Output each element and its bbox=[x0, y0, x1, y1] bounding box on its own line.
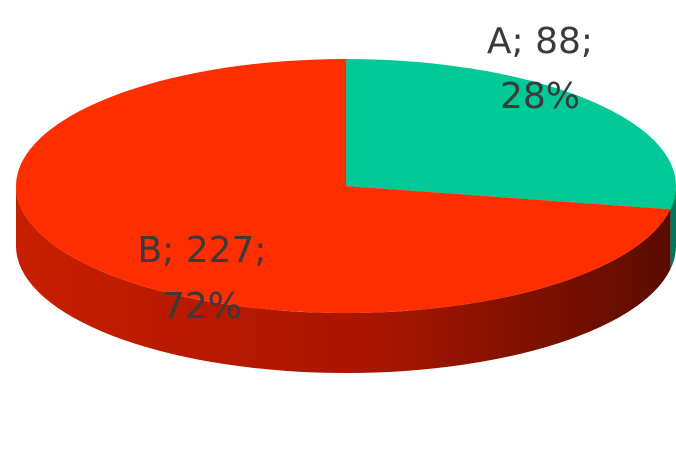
pie-tops bbox=[15, 59, 676, 314]
pie-sides bbox=[16, 186, 676, 374]
slice-a-label-line1: A; 88; bbox=[487, 21, 593, 62]
pie-side-a bbox=[670, 186, 676, 270]
data-labels: A; 88; 28% B; 227; 72% bbox=[137, 21, 593, 327]
slice-b-label-line2: 72% bbox=[162, 286, 242, 327]
pie-slice-a bbox=[346, 59, 676, 210]
pie-side-b bbox=[16, 186, 671, 374]
slice-a-label-line2: 28% bbox=[500, 76, 580, 117]
slice-b-label-line1: B; 227; bbox=[137, 230, 266, 271]
pie-slice-b bbox=[15, 59, 671, 314]
